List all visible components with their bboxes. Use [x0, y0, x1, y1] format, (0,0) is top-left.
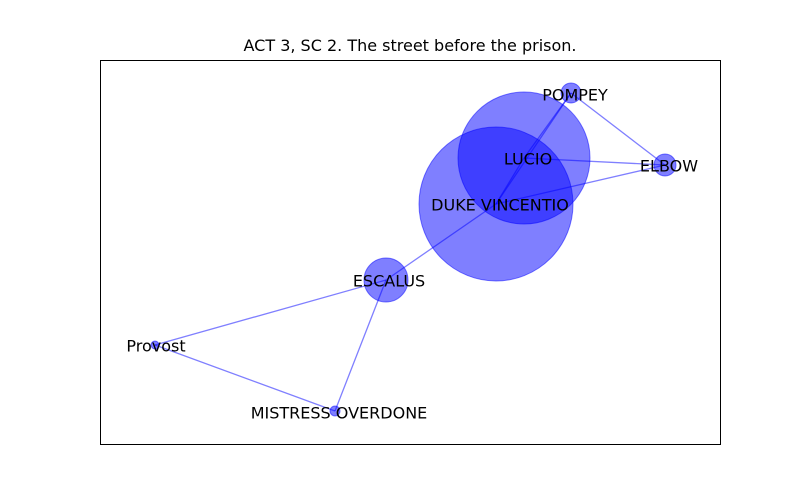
node-pompey	[560, 82, 582, 104]
node-lucio	[457, 91, 591, 225]
nodes-layer	[150, 82, 677, 417]
edge-provost-overdone	[154, 344, 336, 412]
node-label-duke: DUKE VINCENTIO	[431, 196, 569, 215]
node-label-elbow: ELBOW	[640, 157, 698, 176]
node-elbow	[653, 153, 677, 177]
node-label-lucio: LUCIO	[504, 150, 552, 169]
node-overdone	[329, 405, 341, 417]
chart-title: ACT 3, SC 2. The street before the priso…	[244, 36, 577, 55]
node-label-pompey: POMPEY	[542, 86, 608, 105]
node-label-overdone: MISTRESS OVERDONE	[251, 404, 428, 423]
node-label-provost: Provost	[126, 337, 185, 356]
labels-layer: DUKE VINCENTIO LUCIO ESCALUS ELBOW POMPEY Pro…	[126, 86, 698, 423]
edge-escalus-overdone	[334, 279, 387, 412]
plot-frame	[100, 60, 721, 445]
edge-escalus-provost	[154, 279, 387, 346]
edge-pompey-elbow	[570, 92, 666, 166]
node-escalus	[363, 257, 409, 303]
node-label-escalus: ESCALUS	[353, 272, 425, 291]
node-provost	[150, 340, 160, 350]
